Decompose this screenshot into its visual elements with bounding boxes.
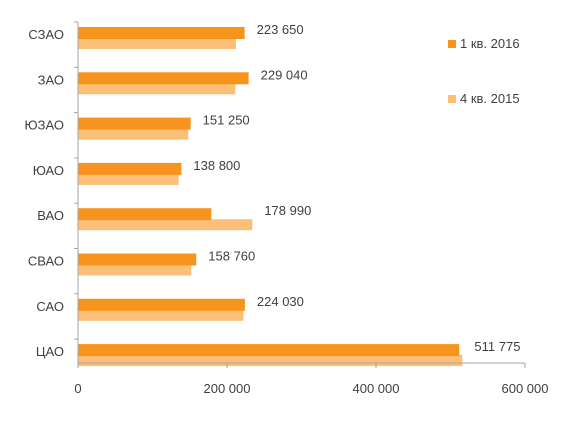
legend-swatch-series-2	[448, 95, 456, 103]
data-label: 158 760	[208, 249, 255, 264]
bar-cat-5-series-1	[78, 253, 197, 266]
data-label: 178 990	[264, 203, 311, 218]
category-label: СЗАО	[28, 27, 64, 42]
legend: 1 кв. 2016 4 кв. 2015	[448, 36, 520, 106]
data-label: 229 040	[261, 67, 308, 82]
bar-cat-0-series-1	[78, 27, 245, 39]
category-label: ВАО	[37, 208, 64, 223]
bar-cat-2-series-2	[78, 128, 189, 140]
bar-cat-1-series-1	[78, 72, 249, 85]
bar-cat-5-series-2	[78, 264, 192, 276]
category-label: ЦАО	[36, 344, 64, 359]
category-label: ЮЗАО	[25, 118, 64, 133]
legend-label-series-1: 1 кв. 2016	[460, 36, 520, 51]
data-label: 511 775	[474, 339, 520, 354]
legend-label-series-2: 4 кв. 2015	[460, 91, 520, 106]
category-label: ЮАО	[33, 163, 64, 178]
bar-cat-0-series-2	[78, 38, 236, 49]
x-tick-label: 0	[74, 381, 81, 396]
bar-cat-7-series-2	[78, 355, 463, 367]
x-tick-label: 600 000	[502, 381, 549, 396]
bar-cat-6-series-1	[78, 298, 245, 311]
bar-cat-7-series-1	[78, 344, 460, 357]
bar-cat-4-series-2	[78, 219, 253, 231]
data-label: 138 800	[193, 158, 240, 173]
x-tick-label: 400 000	[353, 381, 400, 396]
bar-cat-6-series-2	[78, 309, 244, 321]
x-tick-label: 200 000	[204, 381, 251, 396]
data-label: 151 250	[203, 113, 250, 128]
category-label: ЗАО	[38, 72, 64, 87]
bars-group	[78, 27, 463, 367]
bar-cat-4-series-1	[78, 208, 212, 221]
legend-swatch-series-1	[448, 40, 456, 48]
bar-cat-2-series-1	[78, 117, 191, 130]
data-label: 223 650	[257, 22, 304, 37]
bar-cat-3-series-1	[78, 162, 182, 175]
bar-cat-1-series-2	[78, 83, 236, 95]
axes-group	[74, 21, 526, 368]
data-label: 224 030	[257, 294, 304, 309]
bar-cat-3-series-2	[78, 173, 179, 185]
category-label: СВАО	[28, 254, 64, 269]
labels-group: СЗАО 223 650 ЗАО 229 040 ЮЗАО 151 250 ЮАО 138 8…	[25, 22, 549, 396]
category-label: САО	[36, 299, 64, 314]
